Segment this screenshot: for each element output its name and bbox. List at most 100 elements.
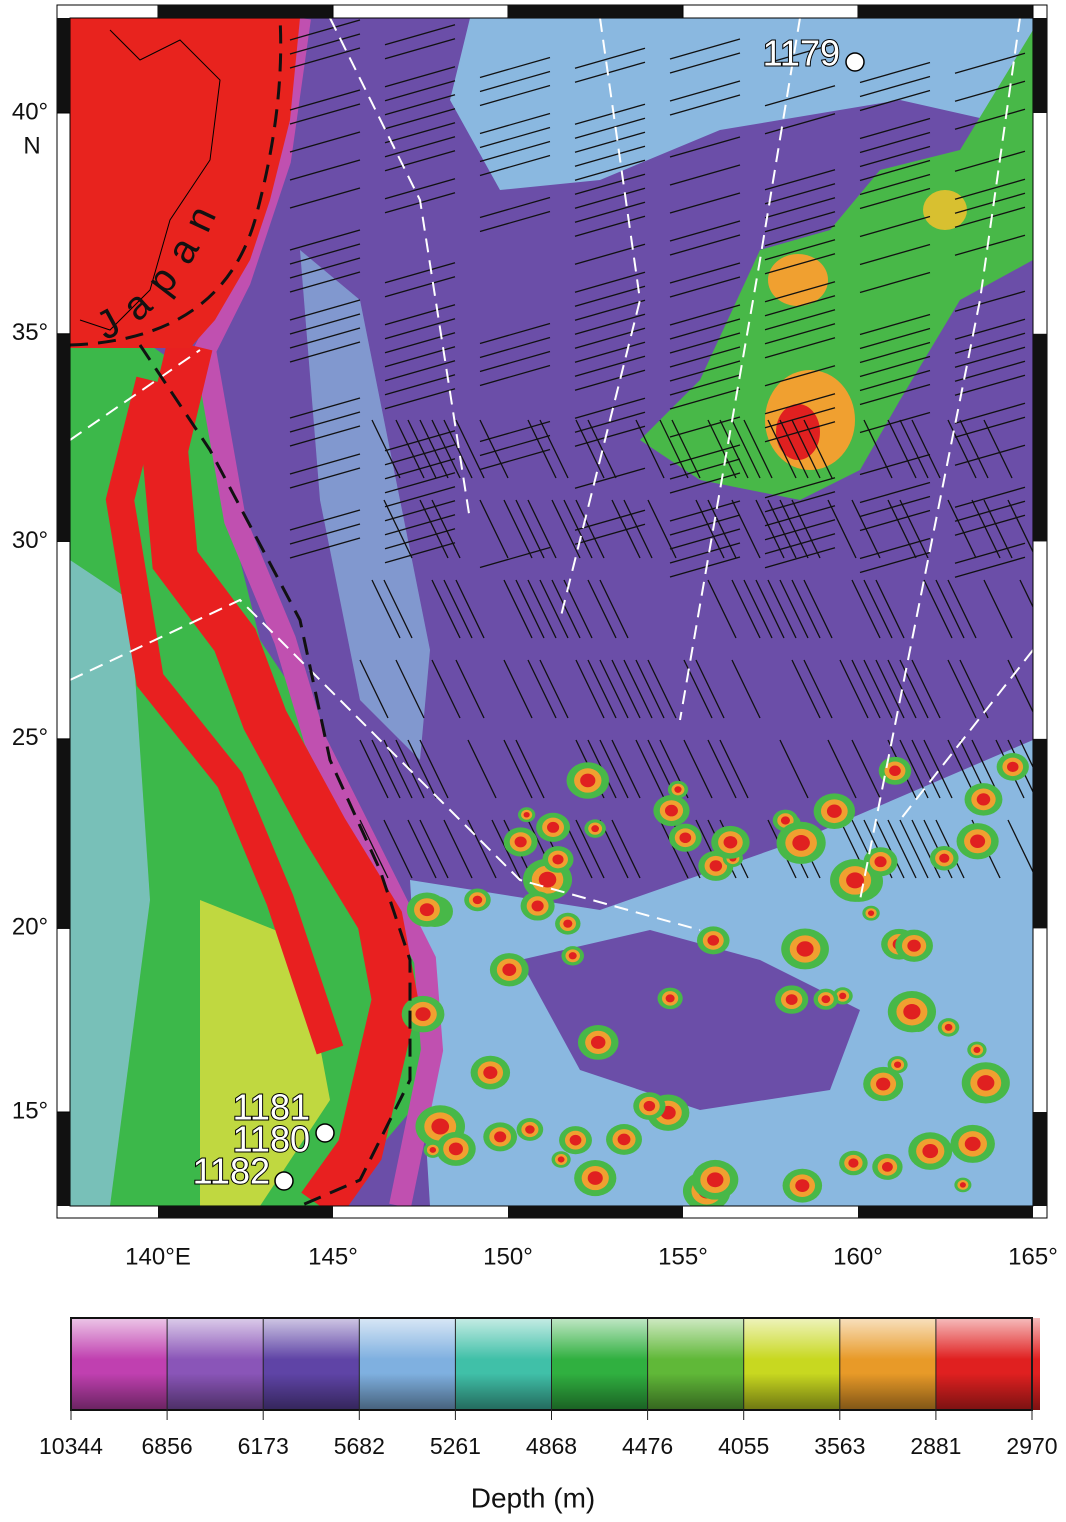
colorbar-label: 6173 bbox=[238, 1433, 289, 1459]
colorbar-title: Depth (m) bbox=[471, 1482, 595, 1513]
colorbar-label: 3563 bbox=[814, 1433, 865, 1459]
seamount bbox=[569, 952, 577, 959]
lon-label: 155° bbox=[658, 1243, 708, 1270]
frame-band bbox=[57, 334, 70, 542]
seamount bbox=[665, 805, 678, 817]
seamount bbox=[907, 940, 920, 952]
seamount bbox=[547, 822, 559, 833]
frame-band bbox=[57, 739, 70, 929]
lon-label: 160° bbox=[833, 1243, 883, 1270]
colorbar-label: 10344 bbox=[39, 1433, 103, 1459]
seamount bbox=[558, 1156, 565, 1162]
colorbar-label: 2881 bbox=[910, 1433, 961, 1459]
seamount bbox=[431, 1119, 449, 1135]
seamount bbox=[525, 1125, 535, 1134]
site-marker bbox=[316, 1124, 334, 1142]
seamount bbox=[483, 1066, 497, 1079]
site-marker bbox=[275, 1172, 293, 1190]
seamount bbox=[977, 793, 991, 805]
frame-band bbox=[858, 5, 1033, 18]
seamount bbox=[960, 1182, 966, 1187]
seamount bbox=[868, 910, 874, 916]
seamount bbox=[889, 766, 901, 776]
lat-label: 25° bbox=[12, 724, 48, 751]
seamount bbox=[965, 1137, 981, 1151]
seamount bbox=[797, 941, 814, 956]
lat-label: 30° bbox=[12, 527, 48, 554]
frame-band bbox=[57, 18, 70, 113]
colorbar-label: 4055 bbox=[718, 1433, 769, 1459]
seamount bbox=[430, 1147, 437, 1153]
lon-label: 140°E bbox=[125, 1243, 191, 1270]
frame-band bbox=[57, 1112, 70, 1206]
seamount bbox=[939, 854, 949, 863]
seamount bbox=[792, 835, 810, 851]
frame-band bbox=[508, 1206, 683, 1218]
seamount bbox=[618, 1134, 631, 1146]
seamount bbox=[786, 994, 798, 1005]
seamount bbox=[420, 903, 434, 916]
seamount bbox=[707, 1172, 724, 1187]
seamount bbox=[903, 1004, 920, 1019]
seamount bbox=[494, 1131, 506, 1142]
seamount bbox=[591, 1036, 606, 1049]
site-marker bbox=[846, 53, 864, 71]
frame-band bbox=[1033, 18, 1047, 113]
colorbar-shade bbox=[71, 1318, 1040, 1410]
site-label: 1179 bbox=[763, 33, 840, 74]
seamount bbox=[473, 896, 482, 905]
seamount bbox=[532, 900, 544, 911]
seamount bbox=[710, 860, 723, 871]
colorbar-label: 4476 bbox=[622, 1433, 673, 1459]
seamount bbox=[552, 854, 563, 864]
frame-band bbox=[1033, 1112, 1047, 1206]
rise-high bbox=[923, 190, 967, 230]
figure: Japan 1179 1181 1180 1182 140°E145°150°1… bbox=[0, 0, 1066, 1522]
lon-label: 145° bbox=[308, 1243, 358, 1270]
seamount bbox=[570, 1135, 582, 1146]
seamount bbox=[449, 1143, 463, 1156]
seamount bbox=[781, 816, 790, 824]
lat-label: 15° bbox=[12, 1097, 48, 1124]
seamount bbox=[882, 1162, 893, 1172]
seamount bbox=[707, 935, 719, 945]
seamount bbox=[977, 1075, 994, 1090]
seamount bbox=[839, 993, 846, 999]
seamount bbox=[415, 1007, 430, 1021]
seamount bbox=[827, 805, 842, 818]
colorbar-label: 6856 bbox=[142, 1433, 193, 1459]
site-label: 1182 bbox=[193, 1151, 270, 1192]
frame-band bbox=[158, 1206, 333, 1218]
colorbar: 10344 6856 6173 5682 5261 4868 4476 4055 3563 288… bbox=[39, 1318, 1058, 1459]
seamount bbox=[724, 836, 738, 848]
seamount bbox=[515, 836, 527, 847]
seamount bbox=[502, 963, 516, 975]
seamount bbox=[821, 995, 830, 1003]
colorbar-label: 4868 bbox=[526, 1433, 577, 1459]
lat-label: 35° bbox=[12, 319, 48, 346]
lat-hemisphere: N bbox=[23, 132, 40, 159]
lat-label: 40° bbox=[12, 98, 48, 125]
seamount bbox=[563, 920, 572, 928]
frame-band bbox=[1033, 334, 1047, 542]
seamount bbox=[588, 1171, 603, 1185]
seamount bbox=[666, 994, 675, 1002]
seamount bbox=[644, 1101, 656, 1111]
seamount bbox=[795, 1179, 809, 1192]
seamount bbox=[970, 834, 985, 848]
seamount bbox=[848, 1158, 858, 1167]
colorbar-label: 5261 bbox=[430, 1433, 481, 1459]
bathymetry-map: Japan 1179 1181 1180 1182 bbox=[70, 18, 1048, 1211]
lon-label: 165° bbox=[1008, 1243, 1058, 1270]
seamount bbox=[973, 1047, 980, 1053]
seamount bbox=[922, 1144, 938, 1158]
colorbar-label: 5682 bbox=[334, 1433, 385, 1459]
seamount bbox=[580, 774, 595, 788]
frame-band bbox=[508, 5, 683, 18]
frame-band bbox=[158, 5, 333, 18]
lat-label: 20° bbox=[12, 914, 48, 941]
seamount bbox=[876, 1078, 890, 1091]
frame-band bbox=[858, 1206, 1033, 1218]
seamount bbox=[846, 872, 864, 888]
seamount bbox=[945, 1024, 953, 1031]
